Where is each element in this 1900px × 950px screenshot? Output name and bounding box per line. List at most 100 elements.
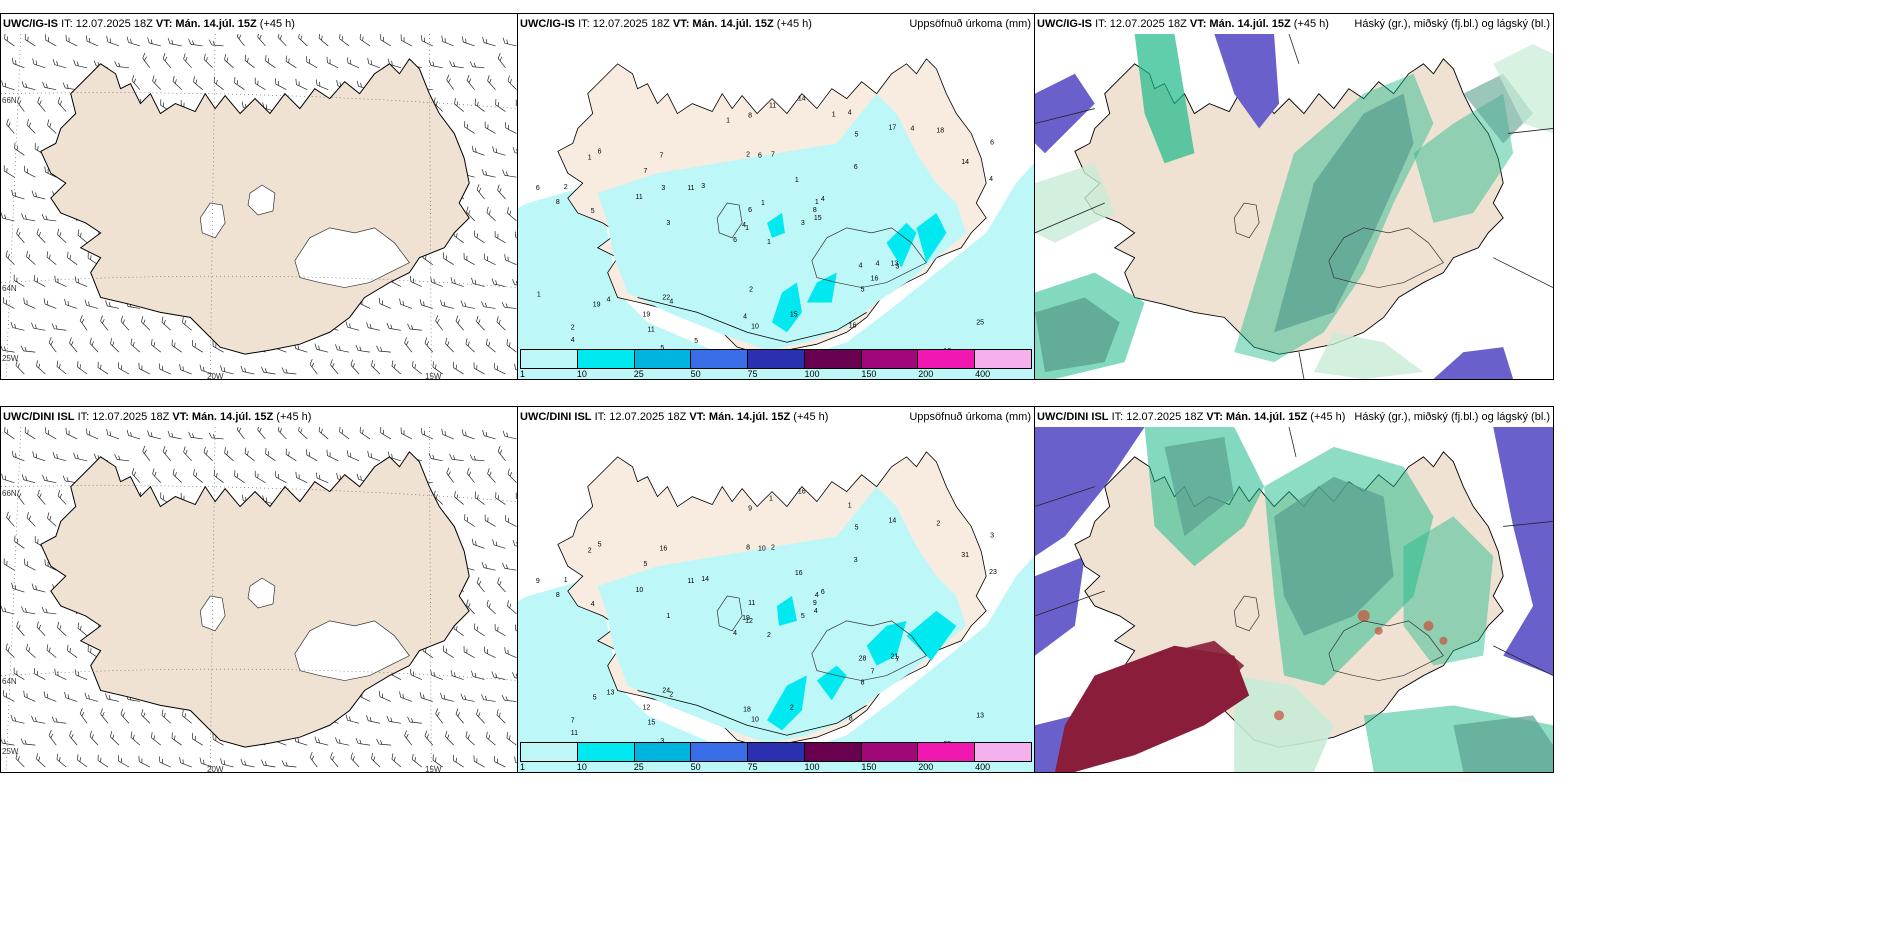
wind-barb [455, 708, 464, 724]
precip-mid-areas [767, 596, 957, 731]
precip-value: 12 [745, 618, 753, 625]
wind-barb [453, 754, 464, 768]
wind-barb [118, 755, 130, 768]
wind-barb [446, 74, 454, 90]
wind-barb [471, 670, 485, 680]
precip-mid-area [906, 610, 957, 661]
panel-field-title: Uppsöfnuð úrkoma (mm) [909, 14, 1031, 34]
wind-barb [77, 229, 88, 244]
wind-barb [391, 753, 402, 768]
colorbar-labels: 1 10 25 50 75 100 150 200 400 [520, 369, 1032, 379]
precip-value: 18 [936, 127, 944, 134]
wind-barb [482, 429, 496, 440]
wind-barb [505, 122, 517, 134]
wind-barb [474, 491, 485, 505]
wind-barb [318, 34, 329, 47]
wind-barb [474, 230, 485, 244]
wind-barb [501, 301, 517, 309]
wind-barb [224, 447, 234, 462]
precip-value: 6 [598, 148, 602, 155]
wind-barb [502, 562, 517, 571]
precip-value: 4 [876, 261, 880, 268]
glacier-hofsjokull [247, 577, 276, 609]
wind-barb [285, 55, 297, 69]
colorbar-label: 10 [576, 762, 587, 772]
wind-barb [52, 59, 67, 69]
wind-barb [494, 623, 506, 637]
colorbar-swatch [521, 350, 578, 368]
wind-barb [481, 694, 496, 702]
wind-barb [474, 98, 485, 112]
precip-value: 6 [748, 207, 752, 214]
glacier-outline-2 [1233, 595, 1260, 632]
wind-barb [240, 365, 255, 375]
glacier-hofsjokull [247, 184, 276, 216]
wind-barb [378, 297, 392, 309]
precip-value: 25 [976, 319, 984, 326]
map-area[interactable]: 1112144753256662214341164368844446717221… [518, 34, 1034, 379]
cloud-layers [1035, 34, 1553, 379]
precip-value: 2 [588, 547, 592, 554]
map-area[interactable]: 2212742125534343181613141115106759828231… [518, 427, 1034, 772]
wind-barb [387, 451, 402, 462]
precip-value: 11 [748, 600, 755, 607]
wind-barb [37, 96, 46, 112]
map-area[interactable]: 66N 64N 25W 20W 15W [1, 427, 517, 772]
precip-mid-area [866, 620, 907, 666]
wind-barb [6, 511, 15, 527]
grid-lines [1035, 427, 1553, 676]
wind-barb [213, 469, 224, 483]
precip-value: 5 [855, 524, 859, 531]
wind-barb [512, 672, 517, 680]
wind-barb [236, 34, 245, 47]
precip-value: 16 [798, 489, 806, 496]
wind-barb [285, 448, 297, 462]
wind-barb [261, 759, 276, 768]
wind-barb [10, 321, 25, 331]
wind-barb [172, 75, 182, 90]
precip-value: 8 [746, 544, 750, 551]
wind-barb [484, 514, 496, 527]
precip-value: 15 [814, 215, 822, 222]
precip-value: 1 [767, 239, 771, 246]
precip-map: 2212742125534343181613141115106759828231… [518, 451, 1034, 772]
wind-barb [16, 228, 25, 244]
wind-barb [138, 362, 151, 375]
wind-barb [419, 299, 433, 309]
wind-barb [367, 450, 381, 462]
wind-barb [424, 337, 434, 353]
wind-barb [483, 253, 496, 265]
wind-barb [37, 489, 46, 505]
wind-barb [507, 468, 517, 483]
precip-value: 6 [821, 589, 825, 596]
precip-value: 1 [588, 154, 592, 161]
map-area[interactable] [1035, 34, 1553, 379]
wind-barb [203, 53, 213, 69]
wind-barb [240, 758, 255, 768]
map-area[interactable]: 66N 64N 25W 20W 15W [1, 34, 517, 379]
wind-barb [487, 75, 496, 90]
wind-barb [212, 733, 224, 746]
wind-barb [514, 756, 517, 768]
precip-value: 11 [769, 103, 776, 110]
precip-value: 19 [742, 615, 750, 622]
wind-barb [167, 38, 182, 47]
wind-barb [64, 298, 78, 309]
glacier-outline-2 [716, 595, 743, 632]
panel-precip-dini: UWC/DINI ISL IT: 12.07.2025 18Z VT: Mán.… [517, 406, 1035, 773]
colorbar-swatch [691, 743, 749, 761]
wind-barb [31, 322, 46, 331]
colorbar-label: 100 [804, 762, 820, 772]
wind-barb [496, 316, 506, 331]
precip-value: 1 [564, 577, 568, 584]
precip-value: 8 [556, 592, 560, 599]
wind-barb [314, 736, 329, 746]
precip-value: 22 [662, 294, 670, 301]
wind-barb [445, 730, 454, 746]
precip-value: 2 [571, 324, 575, 331]
precip-value: 14 [701, 576, 709, 583]
wind-barb [120, 315, 130, 331]
precip-value: 4 [814, 608, 818, 615]
map-area[interactable] [1035, 427, 1553, 772]
wind-barb [151, 731, 162, 746]
